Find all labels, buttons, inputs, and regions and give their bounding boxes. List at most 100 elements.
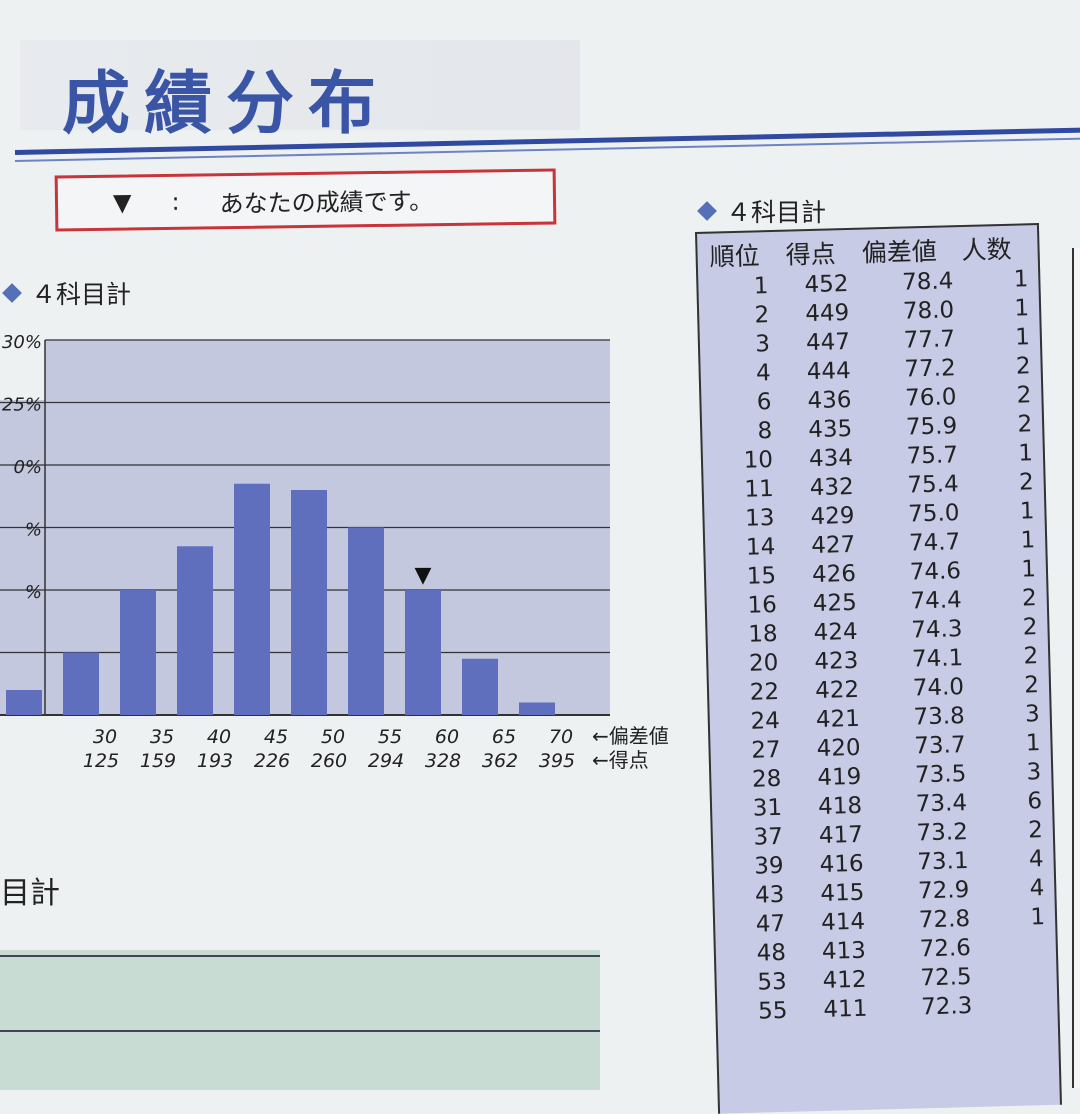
cell-score: 422 <box>814 676 860 705</box>
cell-rank: 15 <box>746 563 777 590</box>
x-label-score: 226 <box>254 750 290 772</box>
cell-count: 2 <box>1021 585 1038 612</box>
diamond-icon <box>2 283 22 303</box>
bar <box>177 546 213 715</box>
cell-score: 420 <box>816 734 861 762</box>
y-tick-label: % <box>25 582 42 603</box>
cell-score: 432 <box>809 473 855 502</box>
x-label-deviation: 30 <box>93 726 117 748</box>
page-title: 成績分布 <box>62 65 391 144</box>
cell-deviation: 72.8 <box>918 906 971 934</box>
cell-score: 434 <box>808 444 854 473</box>
cell-deviation: 75.7 <box>906 442 959 470</box>
x-label-deviation: 35 <box>150 726 174 748</box>
bar <box>519 702 555 715</box>
your-score-marker-icon: ▼ <box>415 563 432 588</box>
cell-count: 4 <box>1029 875 1045 902</box>
cell-count <box>972 990 1048 1021</box>
x-label-deviation: 45 <box>264 726 288 748</box>
cell-deviation: 78.4 <box>901 268 954 296</box>
cell-rank: 3 <box>754 331 771 358</box>
cell-score: 424 <box>813 618 858 647</box>
x-label-deviation: 70 <box>549 726 573 748</box>
cell-count: 2 <box>1018 469 1035 496</box>
cell-score: 436 <box>807 386 852 415</box>
table-section-title: ４科目計 <box>726 198 827 227</box>
cell-count: 1 <box>1020 527 1036 554</box>
cell-rank: 27 <box>750 736 781 764</box>
cell-count <box>970 932 1046 963</box>
cell-score: 418 <box>817 792 863 820</box>
cell-score: 411 <box>823 995 868 1023</box>
cell-count: 2 <box>1015 353 1031 380</box>
x-label-deviation: 40 <box>207 726 231 748</box>
bar <box>63 652 99 715</box>
chart-section-heading: ４科目計 <box>2 275 132 311</box>
cell-score: 452 <box>804 271 849 299</box>
y-tick-label: 30% <box>2 332 42 353</box>
cell-count: 4 <box>1028 846 1044 873</box>
cell-deviation: 74.0 <box>912 674 965 702</box>
cell-count: 2 <box>1016 382 1032 409</box>
cell-count: 1 <box>1014 324 1031 351</box>
bar <box>6 690 42 715</box>
cell-rank: 4 <box>755 360 772 387</box>
cell-deviation: 73.4 <box>915 790 968 818</box>
cell-rank: 55 <box>757 997 788 1025</box>
cell-score: 426 <box>811 560 857 589</box>
cell-rank: 14 <box>745 534 776 561</box>
cell-rank: 28 <box>751 765 782 793</box>
cell-score: 449 <box>804 299 850 328</box>
bar <box>120 590 156 715</box>
x-label-score: 395 <box>539 750 575 772</box>
cell-rank: 1 <box>753 273 769 300</box>
ranking-table: 順位 得点 偏差値 人数 1 452 78.4 1 2 449 78.0 1 3 447 77.7 1… <box>695 222 1062 1114</box>
cell-deviation: 73.2 <box>916 819 969 847</box>
cell-rank: 18 <box>747 620 778 648</box>
bar <box>462 658 498 715</box>
x-label-score: 125 <box>83 750 119 772</box>
cell-deviation: 73.5 <box>914 761 967 789</box>
plot-background-left <box>0 400 45 715</box>
header-score: 得点 <box>785 239 837 270</box>
bar <box>234 483 270 715</box>
cell-score: 412 <box>822 966 867 994</box>
cell-deviation: 73.1 <box>917 848 969 876</box>
x-label-deviation: 50 <box>321 726 345 748</box>
cell-score: 444 <box>806 357 852 386</box>
cell-rank: 16 <box>747 591 778 619</box>
x-label-score: 328 <box>425 750 461 772</box>
cell-count: 2 <box>1022 614 1038 641</box>
cell-count: 1 <box>1025 730 1041 757</box>
cell-count: 1 <box>1020 556 1037 583</box>
cell-count: 1 <box>1017 440 1034 467</box>
cell-rank: 22 <box>749 678 780 706</box>
cell-score: 419 <box>817 763 862 791</box>
cell-rank: 47 <box>755 910 786 938</box>
cell-rank: 53 <box>757 968 788 996</box>
chart-section-title: ４科目計 <box>31 280 132 309</box>
cell-count: 1 <box>1019 498 1035 525</box>
cell-rank: 13 <box>744 505 775 532</box>
cell-count: 3 <box>1024 701 1041 728</box>
x-label-deviation: 60 <box>435 726 459 748</box>
cell-deviation: 72.6 <box>919 935 972 963</box>
cell-rank: 24 <box>750 707 781 735</box>
cell-rank: 31 <box>752 794 783 822</box>
x-axis-note-deviation: ←偏差値 <box>592 724 669 748</box>
cell-score: 417 <box>818 821 864 849</box>
cell-deviation: 77.7 <box>903 326 956 354</box>
y-tick-label: 0% <box>13 457 42 478</box>
cell-rank: 11 <box>744 476 775 503</box>
header-rank: 順位 <box>709 241 761 272</box>
cell-deviation: 78.0 <box>902 297 955 325</box>
gridline <box>0 955 600 957</box>
x-label-score: 193 <box>197 750 233 772</box>
cell-deviation: 72.3 <box>920 993 973 1021</box>
cell-score: 416 <box>819 850 864 878</box>
adjacent-table-edge <box>1072 248 1080 1088</box>
cell-count: 6 <box>1027 788 1043 815</box>
cell-score: 423 <box>814 647 859 676</box>
cell-deviation: 77.2 <box>904 355 956 383</box>
cell-score: 435 <box>807 415 853 444</box>
